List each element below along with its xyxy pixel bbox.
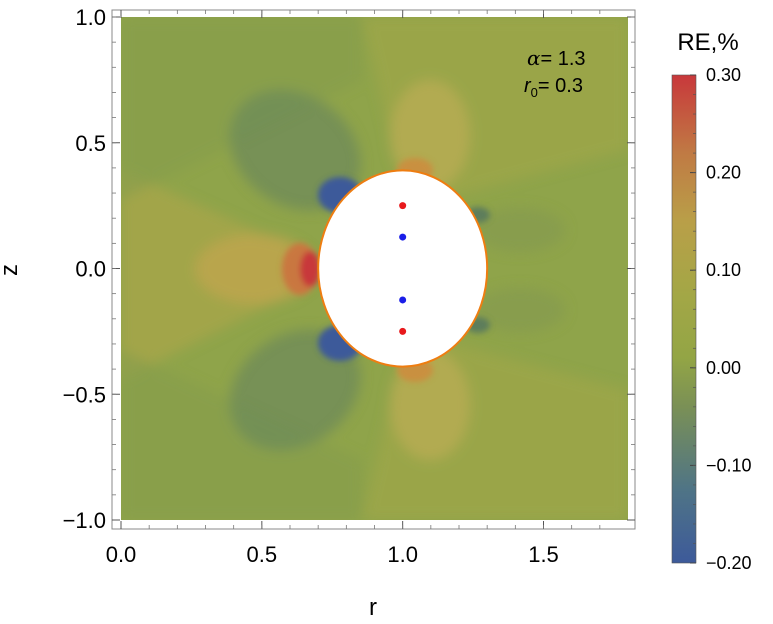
svg-text:α= 1.3: α= 1.3 [527, 46, 586, 70]
y-tick-label: 0.5 [75, 131, 106, 156]
colorbar-tick-label: 0.10 [706, 260, 741, 280]
alpha-value: = 1.3 [541, 48, 586, 70]
sample-points [399, 202, 407, 335]
y-tick-label: 1.0 [75, 5, 106, 30]
alpha-symbol: α [527, 46, 541, 70]
colorbar-tick-label: 0.20 [706, 163, 741, 183]
y-axis-title: z [0, 264, 23, 276]
sample-point [399, 296, 407, 304]
sample-point [399, 327, 407, 335]
x-tick-label: 1.0 [387, 542, 418, 567]
r0-symbol: r [524, 75, 532, 97]
x-tick-label: 1.5 [528, 542, 559, 567]
axes: 0.0 0.5 1.0 1.5 1.0 0.5 0.0 −0.5 −1.0 [63, 5, 635, 567]
x-tick-label: 0.0 [106, 542, 137, 567]
y-tick-label: −0.5 [63, 382, 106, 407]
colorbar-tick-label: 0.00 [706, 358, 741, 378]
sample-point [399, 233, 407, 241]
colorbar-tick-label: 0.30 [706, 65, 741, 85]
y-tick-label: −1.0 [63, 508, 106, 533]
colorbar-title: RE,% [677, 29, 738, 56]
colorbar-tick-label: −0.20 [706, 553, 752, 573]
excluded-ellipse-region [317, 169, 489, 368]
svg-text:r0= 0.3: r0= 0.3 [524, 75, 583, 100]
x-tick-label: 0.5 [247, 542, 278, 567]
parameter-annotation: α= 1.3 r0= 0.3 [524, 46, 586, 100]
r0-value: = 0.3 [538, 75, 583, 97]
y-tick-label: 0.0 [75, 257, 106, 282]
colorbar-ticks: 0.30 0.20 0.10 0.00 −0.10 −0.20 [690, 65, 752, 573]
colorbar-gradient [671, 74, 697, 564]
heatmap-field [121, 17, 628, 520]
r0-subscript: 0 [531, 85, 538, 100]
colorbar-tick-label: −0.10 [706, 455, 752, 475]
x-axis-title: r [369, 594, 377, 621]
sample-point [399, 202, 407, 210]
colorbar: RE,% 0.30 0.20 0.10 0.00 −0.10 −0.20 [671, 29, 752, 573]
